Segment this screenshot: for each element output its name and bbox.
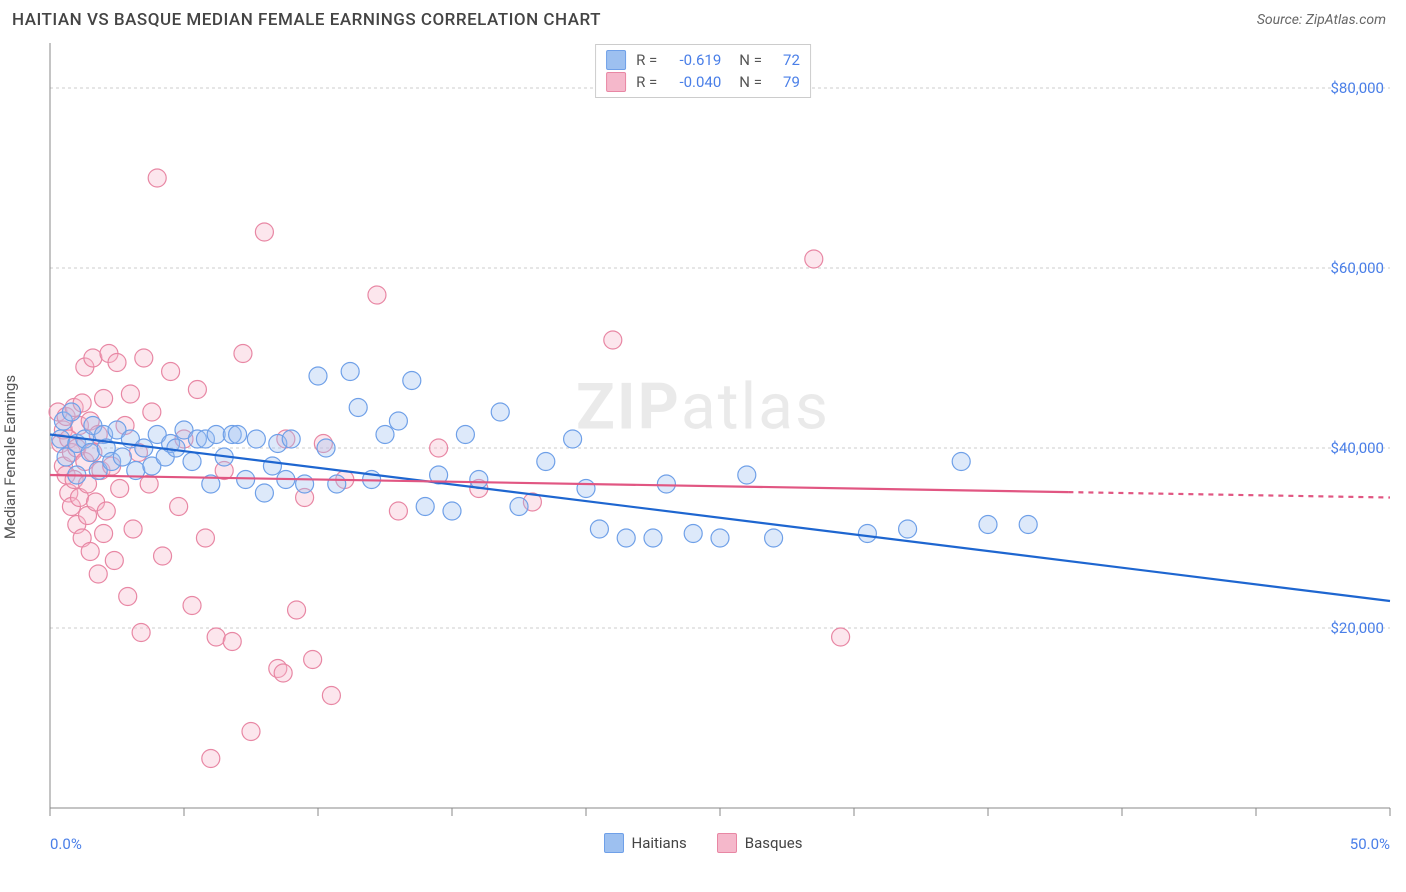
x-axis-max-label: 50.0% — [1350, 835, 1390, 853]
series-legend: HaitiansBasques — [0, 833, 1406, 853]
chart-header: HAITIAN VS BASQUE MEDIAN FEMALE EARNINGS… — [0, 0, 1406, 38]
y-axis-label: Median Female Earnings — [1, 375, 19, 539]
svg-text:$60,000: $60,000 — [1330, 259, 1384, 277]
chart-title: HAITIAN VS BASQUE MEDIAN FEMALE EARNINGS… — [12, 10, 601, 30]
correlation-legend: R =-0.619 N =72 R =-0.040 N =79 — [595, 44, 811, 98]
chart-source: Source: ZipAtlas.com — [1257, 12, 1386, 28]
svg-text:$80,000: $80,000 — [1330, 79, 1384, 97]
svg-text:$40,000: $40,000 — [1330, 439, 1384, 457]
svg-text:$20,000: $20,000 — [1330, 619, 1384, 637]
scatter-plot: $20,000 $40,000 $60,000 $80,000 — [0, 38, 1406, 858]
chart-area: Median Female Earnings $20,000 $40,000 $60… — [0, 38, 1406, 858]
x-axis-min-label: 0.0% — [50, 835, 82, 853]
